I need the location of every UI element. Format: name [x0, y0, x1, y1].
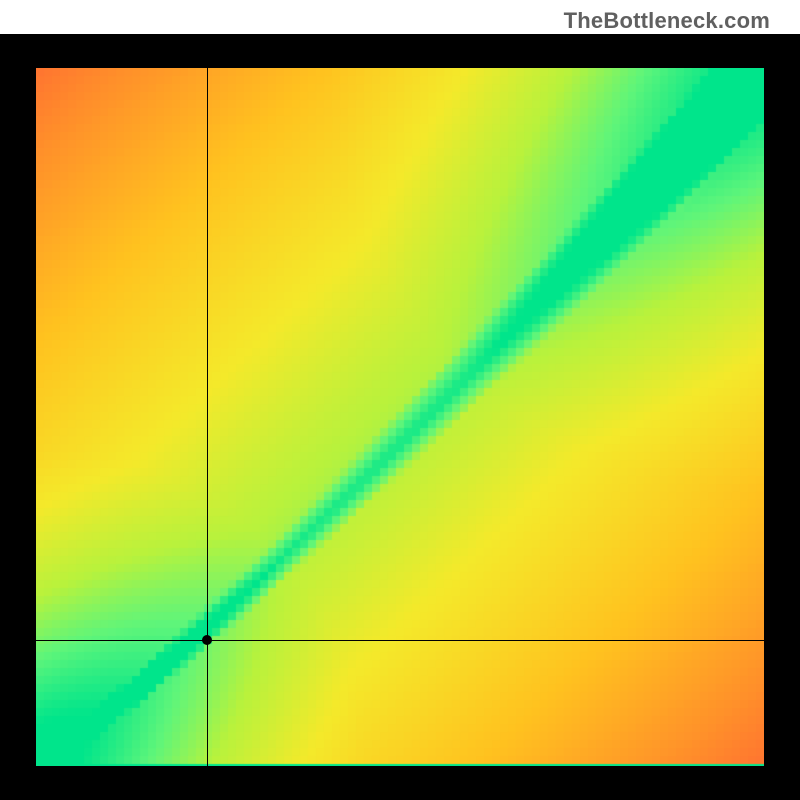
- watermark-text: TheBottleneck.com: [564, 8, 770, 34]
- crosshair-horizontal: [36, 640, 764, 641]
- bottleneck-heatmap: [36, 68, 764, 766]
- crosshair-vertical: [207, 68, 208, 766]
